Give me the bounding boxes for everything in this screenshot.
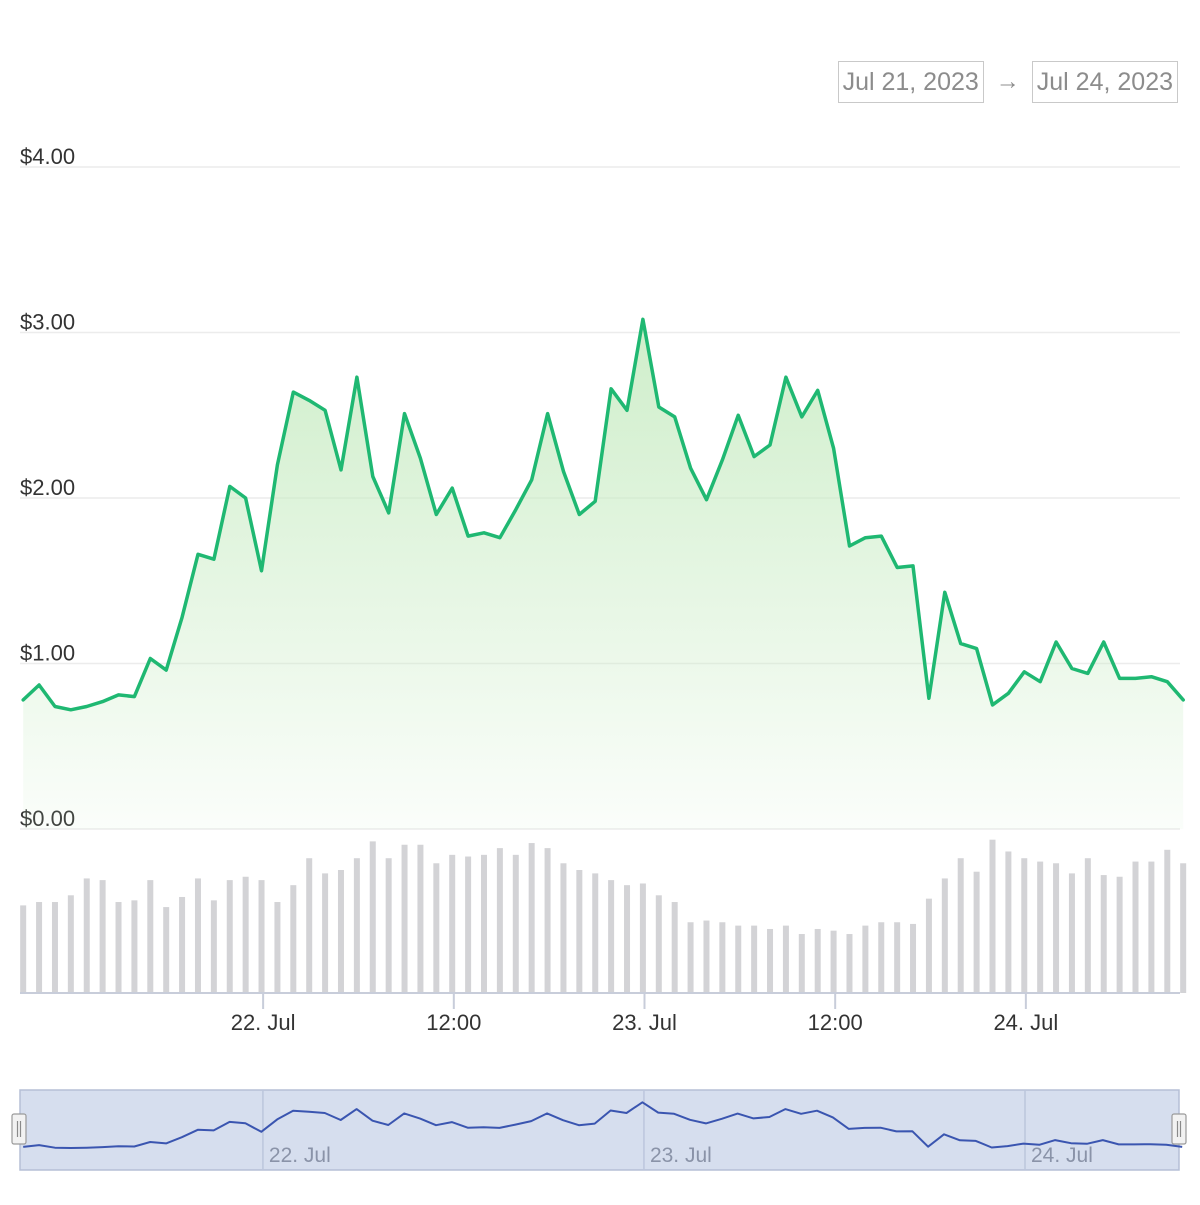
navigator-tick-label: 24. Jul <box>1031 1144 1093 1167</box>
volume-bar <box>179 896 186 993</box>
volume-bar <box>83 878 90 993</box>
volume-bar <box>894 922 901 993</box>
volume-bar <box>1180 863 1187 993</box>
navigator-right-handle[interactable] <box>1171 1113 1187 1145</box>
volume-bar <box>862 925 869 993</box>
volume-bar <box>242 876 249 993</box>
volume-bar <box>1068 873 1075 993</box>
volume-bar <box>910 923 917 993</box>
volume-bar <box>465 856 472 993</box>
volume-bar <box>147 880 154 993</box>
volume-bar <box>290 885 297 993</box>
date-range-arrow-icon: → <box>995 68 1020 95</box>
price-line <box>21 317 1185 712</box>
volume-bar <box>258 880 265 993</box>
volume-bar <box>1021 858 1028 993</box>
navigator-left-handle[interactable] <box>11 1113 27 1145</box>
volume-bar <box>115 902 122 993</box>
volume-bar <box>226 880 233 993</box>
volume-bar <box>1132 861 1139 993</box>
volume-bar <box>576 870 583 993</box>
volume-bar <box>989 839 996 993</box>
volume-bar <box>798 934 805 993</box>
volume-bar <box>385 858 392 993</box>
volume-bar <box>401 844 408 993</box>
y-tick-label: $1.00 <box>20 641 75 666</box>
volume-bar <box>337 870 344 993</box>
volume-bar <box>20 905 27 993</box>
x-tick-label: 22. Jul <box>231 1010 296 1035</box>
volume-bar <box>51 902 58 993</box>
volume-bar <box>353 858 360 993</box>
volume-bar <box>846 934 853 993</box>
volume-bar <box>1005 851 1012 993</box>
volume-bar <box>592 873 599 993</box>
navigator-tick-label: 22. Jul <box>269 1144 331 1167</box>
navigator[interactable]: 22. Jul 23. Jul 24. Jul <box>11 1089 1187 1171</box>
date-range-selector: Jul 21, 2023 → Jul 24, 2023 <box>837 61 1178 103</box>
navigator-tick-label: 23. Jul <box>650 1144 712 1167</box>
y-tick-label: $4.00 <box>20 144 75 169</box>
volume-bar <box>671 902 678 993</box>
volume-bar <box>496 848 503 993</box>
volume-bar <box>1084 858 1091 993</box>
y-tick-label: $2.00 <box>20 475 75 500</box>
volume-bar <box>608 880 615 993</box>
volume-bar <box>1148 861 1155 993</box>
volume-bar <box>814 928 821 993</box>
volume-bar <box>925 898 932 993</box>
x-tick-label: 12:00 <box>808 1010 863 1035</box>
volume-bar <box>973 871 980 993</box>
volume-bar <box>1053 863 1060 993</box>
volume-bar <box>194 878 201 993</box>
volume-bar <box>719 922 726 993</box>
date-to-input[interactable]: Jul 24, 2023 <box>1031 61 1178 103</box>
x-tick-label: 23. Jul <box>612 1010 677 1035</box>
volume-bar <box>703 920 710 993</box>
volume-bar <box>1037 861 1044 993</box>
volume-bar <box>36 902 43 993</box>
volume-bar <box>131 900 138 993</box>
volume-bar <box>782 925 789 993</box>
navigator-line <box>23 1101 1183 1149</box>
price-area <box>23 319 1184 829</box>
volume-bar <box>1100 875 1107 993</box>
volume-bar <box>1116 876 1123 993</box>
volume-bar <box>639 883 646 993</box>
volume-bar <box>735 925 742 993</box>
x-tick-label: 24. Jul <box>993 1010 1058 1035</box>
volume-bar <box>306 858 313 993</box>
volume-bar <box>369 841 376 993</box>
volume-bar <box>322 873 329 993</box>
volume-bar <box>655 895 662 993</box>
volume-bar <box>99 880 106 993</box>
volume-bar <box>210 900 217 993</box>
volume-bar <box>449 854 456 993</box>
volume-bar <box>512 854 519 993</box>
y-tick-label: $3.00 <box>20 310 75 335</box>
volume-bar <box>528 843 535 993</box>
volume-bar <box>417 844 424 993</box>
volume-bar <box>830 930 837 993</box>
volume-bar <box>767 928 774 993</box>
volume-bar <box>687 922 694 993</box>
volume-bar <box>624 885 631 993</box>
volume-bar <box>481 854 487 993</box>
volume-bar <box>274 902 281 993</box>
volume-bar <box>1164 849 1171 993</box>
volume-bar <box>560 863 567 993</box>
volume-bar <box>163 907 170 993</box>
volume-bar <box>941 878 948 993</box>
x-tick-label: 12:00 <box>426 1010 481 1035</box>
navigator-selection[interactable] <box>19 1089 1180 1171</box>
volume-bar <box>67 895 74 993</box>
volume-bar <box>544 848 551 993</box>
volume-bar <box>433 863 440 993</box>
volume-bar <box>878 922 885 993</box>
volume-bar <box>751 925 758 993</box>
volume-bar <box>957 858 964 993</box>
date-from-input[interactable]: Jul 21, 2023 <box>837 61 984 103</box>
